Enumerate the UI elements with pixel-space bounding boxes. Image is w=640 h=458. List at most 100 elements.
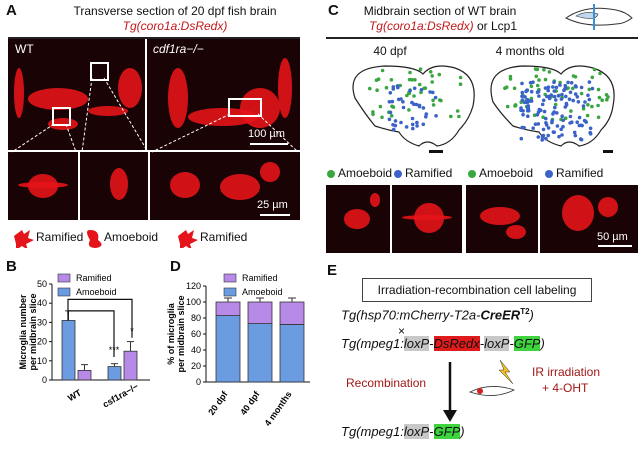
x-tick-label: 20 dpf bbox=[206, 389, 230, 417]
cell-dot bbox=[376, 77, 381, 81]
cell-dot bbox=[508, 77, 513, 81]
cell-dot bbox=[532, 113, 537, 117]
cell-dot bbox=[522, 100, 527, 105]
ir-label: IR irradiation bbox=[532, 365, 601, 379]
cell-dot bbox=[583, 100, 587, 104]
cell-dot bbox=[587, 97, 592, 102]
recombination-label: Recombination bbox=[346, 376, 427, 390]
transgene-dsredx: Tg(mpeg1:loxP-DsRedx-loxP-GFP) bbox=[341, 336, 545, 351]
cell-dot bbox=[522, 125, 526, 130]
y-tick-label: 10 bbox=[37, 356, 47, 366]
cell-dot bbox=[393, 119, 398, 123]
cell-dot bbox=[552, 89, 557, 93]
cell-dot bbox=[563, 116, 568, 120]
age-4months: 4 months old bbox=[495, 44, 565, 58]
cell-dot bbox=[531, 126, 535, 130]
cross-symbol: × bbox=[398, 324, 406, 338]
y-tick-label: 80 bbox=[191, 313, 201, 323]
cell-dot bbox=[526, 114, 530, 118]
cell-dot bbox=[574, 85, 578, 89]
brain-section-maps bbox=[352, 65, 615, 153]
cell-dot bbox=[598, 71, 602, 76]
ramified-dot-1 bbox=[394, 170, 402, 178]
x-tick-label: csf1ra−/− bbox=[101, 381, 140, 409]
panel-a-zoom-2 bbox=[80, 152, 148, 220]
bar-ramified-2 bbox=[279, 301, 305, 325]
y-tick-label: 30 bbox=[37, 317, 47, 327]
cell-dot bbox=[415, 120, 419, 125]
cell-dot bbox=[534, 74, 539, 79]
cell-dot bbox=[424, 112, 429, 116]
cell-dot bbox=[418, 67, 423, 71]
cell-dot bbox=[536, 135, 541, 139]
cell-dot bbox=[528, 99, 533, 103]
cell-dot bbox=[559, 127, 563, 132]
cell-dot bbox=[533, 122, 538, 126]
cell-dot bbox=[596, 87, 601, 92]
y-tick-label: 40 bbox=[37, 298, 47, 308]
legend-swatch-ramified bbox=[223, 273, 237, 283]
cell-dot bbox=[430, 74, 434, 78]
cell-dot bbox=[566, 80, 570, 85]
cell-dot bbox=[558, 80, 562, 85]
cell-dot bbox=[540, 102, 545, 107]
cell-dot bbox=[552, 130, 556, 134]
cell-dot bbox=[541, 98, 546, 103]
cell-dot bbox=[536, 89, 541, 94]
mutant-label: cdf1ra−/− bbox=[153, 42, 204, 56]
cell-dot bbox=[417, 82, 422, 87]
cell-dot bbox=[415, 124, 419, 128]
cell-dot bbox=[449, 114, 453, 119]
cell-dot bbox=[408, 70, 412, 75]
lightning-icon bbox=[498, 359, 514, 385]
cell-dot bbox=[582, 118, 587, 123]
cell-dot bbox=[380, 115, 384, 120]
cell-dot bbox=[546, 88, 550, 93]
cell-dot bbox=[537, 78, 541, 82]
cell-dot bbox=[391, 127, 396, 132]
cell-dot bbox=[596, 103, 600, 108]
panel-c-image-1 bbox=[326, 185, 390, 253]
cell-dot bbox=[520, 90, 525, 95]
cell-dot bbox=[388, 110, 393, 115]
cell-dot bbox=[411, 126, 415, 131]
cell-dot bbox=[579, 85, 584, 90]
cell-dot bbox=[571, 98, 575, 103]
legend-swatch-amoeboid bbox=[57, 287, 71, 297]
cell-dot bbox=[421, 122, 426, 127]
cell-dot bbox=[586, 93, 590, 98]
cell-dot bbox=[389, 78, 394, 82]
cell-dot bbox=[417, 104, 422, 109]
cell-dot bbox=[569, 81, 574, 85]
amoeboid-symbol bbox=[87, 230, 102, 248]
cell-dot bbox=[575, 95, 580, 99]
cell-dot bbox=[387, 100, 392, 104]
sig-annotation-1: *** bbox=[109, 345, 120, 355]
bar-amoeboid-1 bbox=[247, 323, 273, 383]
scale-bar-25 bbox=[260, 214, 290, 216]
cell-dot bbox=[371, 112, 375, 117]
cell-dot bbox=[437, 98, 442, 102]
cell-dot bbox=[555, 124, 560, 128]
y-tick-label: 40 bbox=[191, 345, 201, 355]
cell-dot bbox=[524, 89, 528, 94]
cell-dot bbox=[578, 137, 583, 141]
ramified-symbol-1 bbox=[14, 230, 34, 248]
cell-dot bbox=[536, 122, 541, 126]
panel-b-label: B bbox=[6, 258, 17, 275]
cell-dot bbox=[412, 94, 416, 98]
cell-dot bbox=[586, 103, 590, 107]
cell-dot bbox=[561, 124, 565, 129]
cell-dot bbox=[537, 94, 541, 98]
cell-dot bbox=[546, 126, 551, 130]
cell-dot bbox=[412, 86, 417, 91]
legend-c-ramified-1: Ramified bbox=[405, 166, 453, 180]
panel-d-chart: 0 20 40 60 80 100 120 % of microglia per midbrai… bbox=[166, 273, 310, 428]
cell-dot bbox=[573, 75, 578, 79]
panel-e-label: E bbox=[327, 262, 338, 279]
cell-dot bbox=[431, 103, 436, 107]
larva-icon bbox=[468, 386, 516, 396]
cell-dot bbox=[600, 98, 604, 102]
panel-c-divider bbox=[326, 37, 638, 39]
cell-dot bbox=[563, 87, 567, 91]
